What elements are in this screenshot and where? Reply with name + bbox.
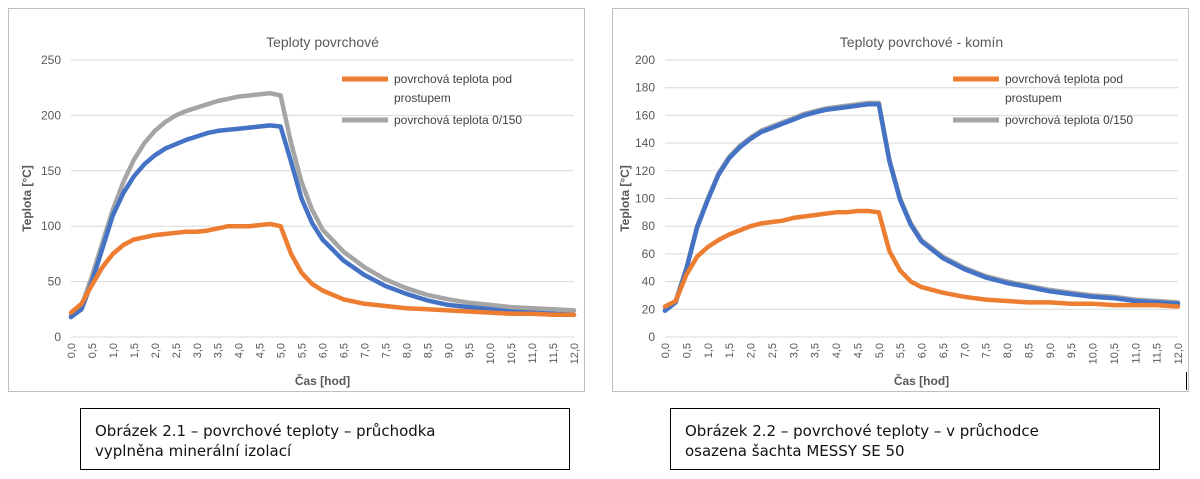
stray-mark — [1186, 372, 1187, 390]
y-tick-label: 140 — [635, 136, 655, 150]
caption-1: Obrázek 2.1 – povrchové teploty – průcho… — [80, 408, 570, 470]
x-tick-label: 7,5 — [380, 343, 392, 358]
x-tick-label: 8,5 — [422, 343, 434, 358]
caption-1-line-2: vyplněna minerální izolací — [95, 442, 292, 460]
chart-title: Teploty povrchové - komín — [840, 34, 1003, 50]
x-tick-label: 3,5 — [810, 343, 822, 358]
x-tick-label: 8,5 — [1023, 343, 1035, 358]
series-line-2 — [68, 123, 577, 320]
y-tick-label: 100 — [41, 219, 61, 233]
y-tick-label: 60 — [642, 247, 656, 261]
legend-label-2: povrchová teplota 0/150 — [1005, 113, 1133, 127]
x-tick-label: 4,0 — [234, 343, 246, 358]
series-line-2 — [662, 102, 1181, 313]
y-tick-label: 100 — [635, 192, 655, 206]
x-tick-label: 2,0 — [746, 343, 758, 358]
x-tick-label: 5,5 — [895, 343, 907, 358]
caption-2: Obrázek 2.2 – povrchové teploty – v průc… — [670, 408, 1160, 470]
y-tick-label: 20 — [642, 302, 656, 316]
chart-1-plot: Teploty povrchové 0 50 100 150 200 250 0,0 0,5 1,… — [20, 34, 581, 388]
y-tick-label: 180 — [635, 81, 655, 95]
legend-label-2: povrchová teplota 0/150 — [394, 113, 522, 127]
x-tick-label: 3,0 — [788, 343, 800, 358]
x-tick-label: 10,0 — [485, 343, 497, 364]
x-tick-label: 5,0 — [874, 343, 886, 358]
caption-1-line-1: Obrázek 2.1 – povrchové teploty – průcho… — [95, 422, 436, 440]
y-axis-label: Teplota [°C] — [20, 165, 34, 232]
x-tick-label: 0,0 — [660, 343, 672, 358]
x-tick-label: 9,5 — [464, 343, 476, 358]
legend-label-1: povrchová teplota pod — [394, 72, 512, 86]
x-tick-label: 8,0 — [1002, 343, 1014, 358]
x-tick-label: 12,0 — [569, 343, 581, 364]
legend-label-1: povrchová teplota pod — [1005, 72, 1123, 86]
y-tick-label: 0 — [54, 330, 61, 344]
y-tick-label: 40 — [642, 275, 656, 289]
x-tick-label: 9,0 — [1045, 343, 1057, 358]
legend-label-1: prostupem — [1005, 91, 1062, 105]
x-tick-label: 1,5 — [129, 343, 141, 358]
y-tick-label: 0 — [648, 330, 655, 344]
x-axis-label: Čas [hod] — [894, 373, 949, 388]
y-tick-label: 50 — [48, 275, 62, 289]
x-tick-label: 6,5 — [938, 343, 950, 358]
x-tick-label: 3,0 — [192, 343, 204, 358]
x-tick-label: 8,0 — [401, 343, 413, 358]
x-tick-label: 12,0 — [1173, 343, 1185, 364]
x-tick-label: 7,0 — [959, 343, 971, 358]
caption-2-line-2: osazena šachta MESSY SE 50 — [685, 442, 905, 460]
x-tick-label: 2,0 — [150, 343, 162, 358]
legend-label-1: prostupem — [394, 91, 451, 105]
x-tick-label: 3,5 — [213, 343, 225, 358]
y-tick-label: 200 — [41, 108, 61, 122]
x-tick-label: 1,0 — [703, 343, 715, 358]
chart-2-plot: Teploty povrchové - komín 0 20 40 60 80 100 120… — [618, 34, 1185, 388]
x-tick-label: 11,0 — [527, 343, 539, 364]
x-tick-label: 11,0 — [1130, 343, 1142, 364]
x-tick-label: 9,5 — [1066, 343, 1078, 358]
x-tick-label: 2,5 — [767, 343, 779, 358]
x-tick-label: 4,5 — [852, 343, 864, 358]
series-line-3 — [68, 221, 577, 318]
caption-2-line-1: Obrázek 2.2 – povrchové teploty – v průc… — [685, 422, 1039, 440]
x-tick-label: 6,5 — [338, 343, 350, 358]
chart-1: Teploty povrchové 0 50 100 150 200 250 0,0 0,5 1,… — [8, 8, 585, 392]
x-tick-label: 5,0 — [276, 343, 288, 358]
x-tick-label: 6,0 — [318, 343, 330, 358]
y-tick-label: 200 — [635, 53, 655, 67]
x-tick-label: 10,5 — [506, 343, 518, 364]
x-tick-label: 9,0 — [443, 343, 455, 358]
x-tick-label: 11,5 — [548, 343, 560, 364]
y-tick-label: 250 — [41, 53, 61, 67]
x-tick-label: 10,5 — [1109, 343, 1121, 364]
y-tick-label: 150 — [41, 164, 61, 178]
x-tick-label: 0,5 — [681, 343, 693, 358]
x-tick-label: 4,5 — [255, 343, 267, 358]
x-tick-label: 2,5 — [171, 343, 183, 358]
series-line-1 — [662, 100, 1181, 312]
x-tick-label: 10,0 — [1088, 343, 1100, 364]
x-tick-label: 7,0 — [359, 343, 371, 358]
x-axis-label: Čas [hod] — [295, 373, 350, 388]
x-tick-label: 0,0 — [66, 343, 78, 358]
chart-2: Teploty povrchové - komín 0 20 40 60 80 100 120… — [612, 8, 1189, 392]
x-tick-label: 4,0 — [831, 343, 843, 358]
y-axis-label: Teplota [°C] — [618, 165, 632, 232]
x-tick-label: 5,5 — [297, 343, 309, 358]
y-tick-label: 120 — [635, 164, 655, 178]
y-tick-label: 160 — [635, 108, 655, 122]
x-tick-label: 11,5 — [1152, 343, 1164, 364]
x-tick-label: 1,5 — [724, 343, 736, 358]
series-line-1 — [68, 90, 577, 318]
series-line-3 — [662, 208, 1181, 309]
x-tick-label: 1,0 — [108, 343, 120, 358]
chart-title: Teploty povrchové — [266, 34, 379, 50]
x-tick-label: 6,0 — [917, 343, 929, 358]
y-tick-label: 80 — [642, 219, 656, 233]
x-tick-label: 7,5 — [981, 343, 993, 358]
x-tick-label: 0,5 — [87, 343, 99, 358]
